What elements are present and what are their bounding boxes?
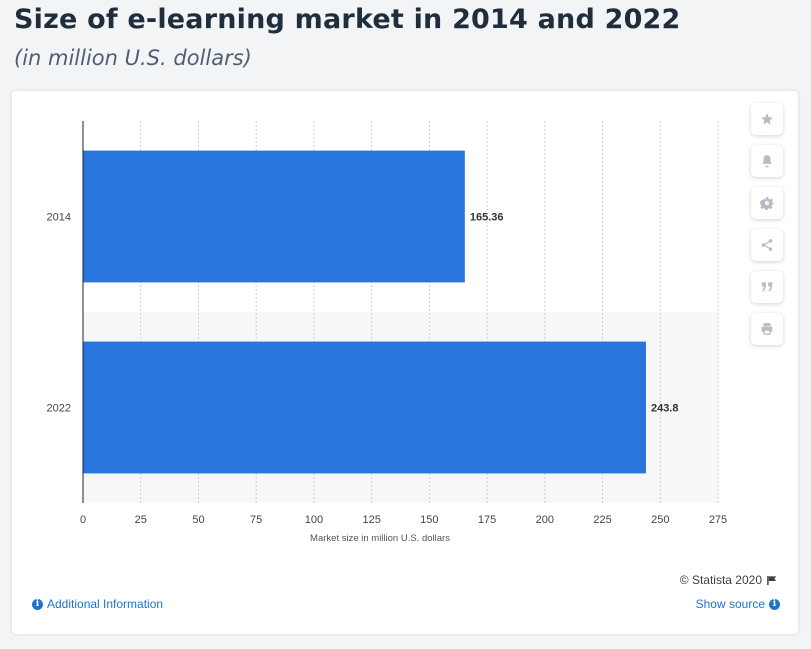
chart-title: Size of e-learning market in 2014 and 20…	[14, 4, 681, 35]
quote-icon	[761, 282, 773, 292]
show-source-link[interactable]: Show source i	[696, 597, 780, 611]
x-tick-label: 75	[250, 514, 262, 526]
statista-credit: © Statista 2020	[680, 573, 778, 587]
bar-2014	[83, 150, 465, 283]
x-tick-label: 250	[651, 514, 669, 526]
x-tick-label: 125	[362, 514, 380, 526]
category-label-2014: 2014	[47, 212, 71, 224]
x-tick-label: 50	[192, 514, 204, 526]
additional-information-label: Additional Information	[47, 597, 164, 611]
x-tick-label: 225	[593, 514, 611, 526]
settings-button[interactable]	[751, 187, 783, 219]
category-label-2022: 2022	[47, 403, 71, 415]
x-tick-label: 275	[709, 514, 727, 526]
star-icon	[761, 113, 773, 125]
print-button[interactable]	[751, 313, 783, 345]
additional-information-link[interactable]: i Additional Information	[32, 597, 163, 611]
bell-icon	[762, 155, 772, 168]
favorite-button[interactable]	[751, 103, 783, 135]
data-label-2022: 243.8	[651, 403, 679, 415]
credit-text: © Statista 2020	[679, 573, 762, 587]
show-source-label: Show source	[695, 597, 765, 611]
info-icon: i	[32, 598, 43, 610]
x-tick-label: 25	[135, 514, 147, 526]
print-icon	[761, 323, 773, 335]
x-axis-title: Market size in million U.S. dollars	[310, 533, 450, 544]
x-tick-label: 200	[536, 514, 554, 526]
chart-card: 165.36 2014 243.8 2022 0 25 50 75 100 125 150 175 20…	[12, 91, 798, 634]
bar-2022	[83, 341, 646, 474]
notification-button[interactable]	[751, 145, 783, 177]
share-icon	[761, 239, 773, 251]
chart-toolbar	[751, 103, 785, 355]
bar-chart: 165.36 2014 243.8 2022 0 25 50 75 100 125 150 175 20…	[47, 121, 727, 544]
gear-icon	[760, 197, 774, 210]
cite-button[interactable]	[751, 271, 783, 303]
flag-icon[interactable]	[767, 575, 778, 586]
x-tick-label: 0	[80, 514, 86, 526]
data-label-2014: 165.36	[470, 212, 504, 224]
chart-subtitle: (in million U.S. dollars)	[14, 46, 252, 70]
x-tick-label: 150	[420, 514, 438, 526]
share-button[interactable]	[751, 229, 783, 261]
info-icon: i	[769, 598, 780, 610]
x-tick-label: 100	[305, 514, 323, 526]
x-tick-label: 175	[478, 514, 496, 526]
